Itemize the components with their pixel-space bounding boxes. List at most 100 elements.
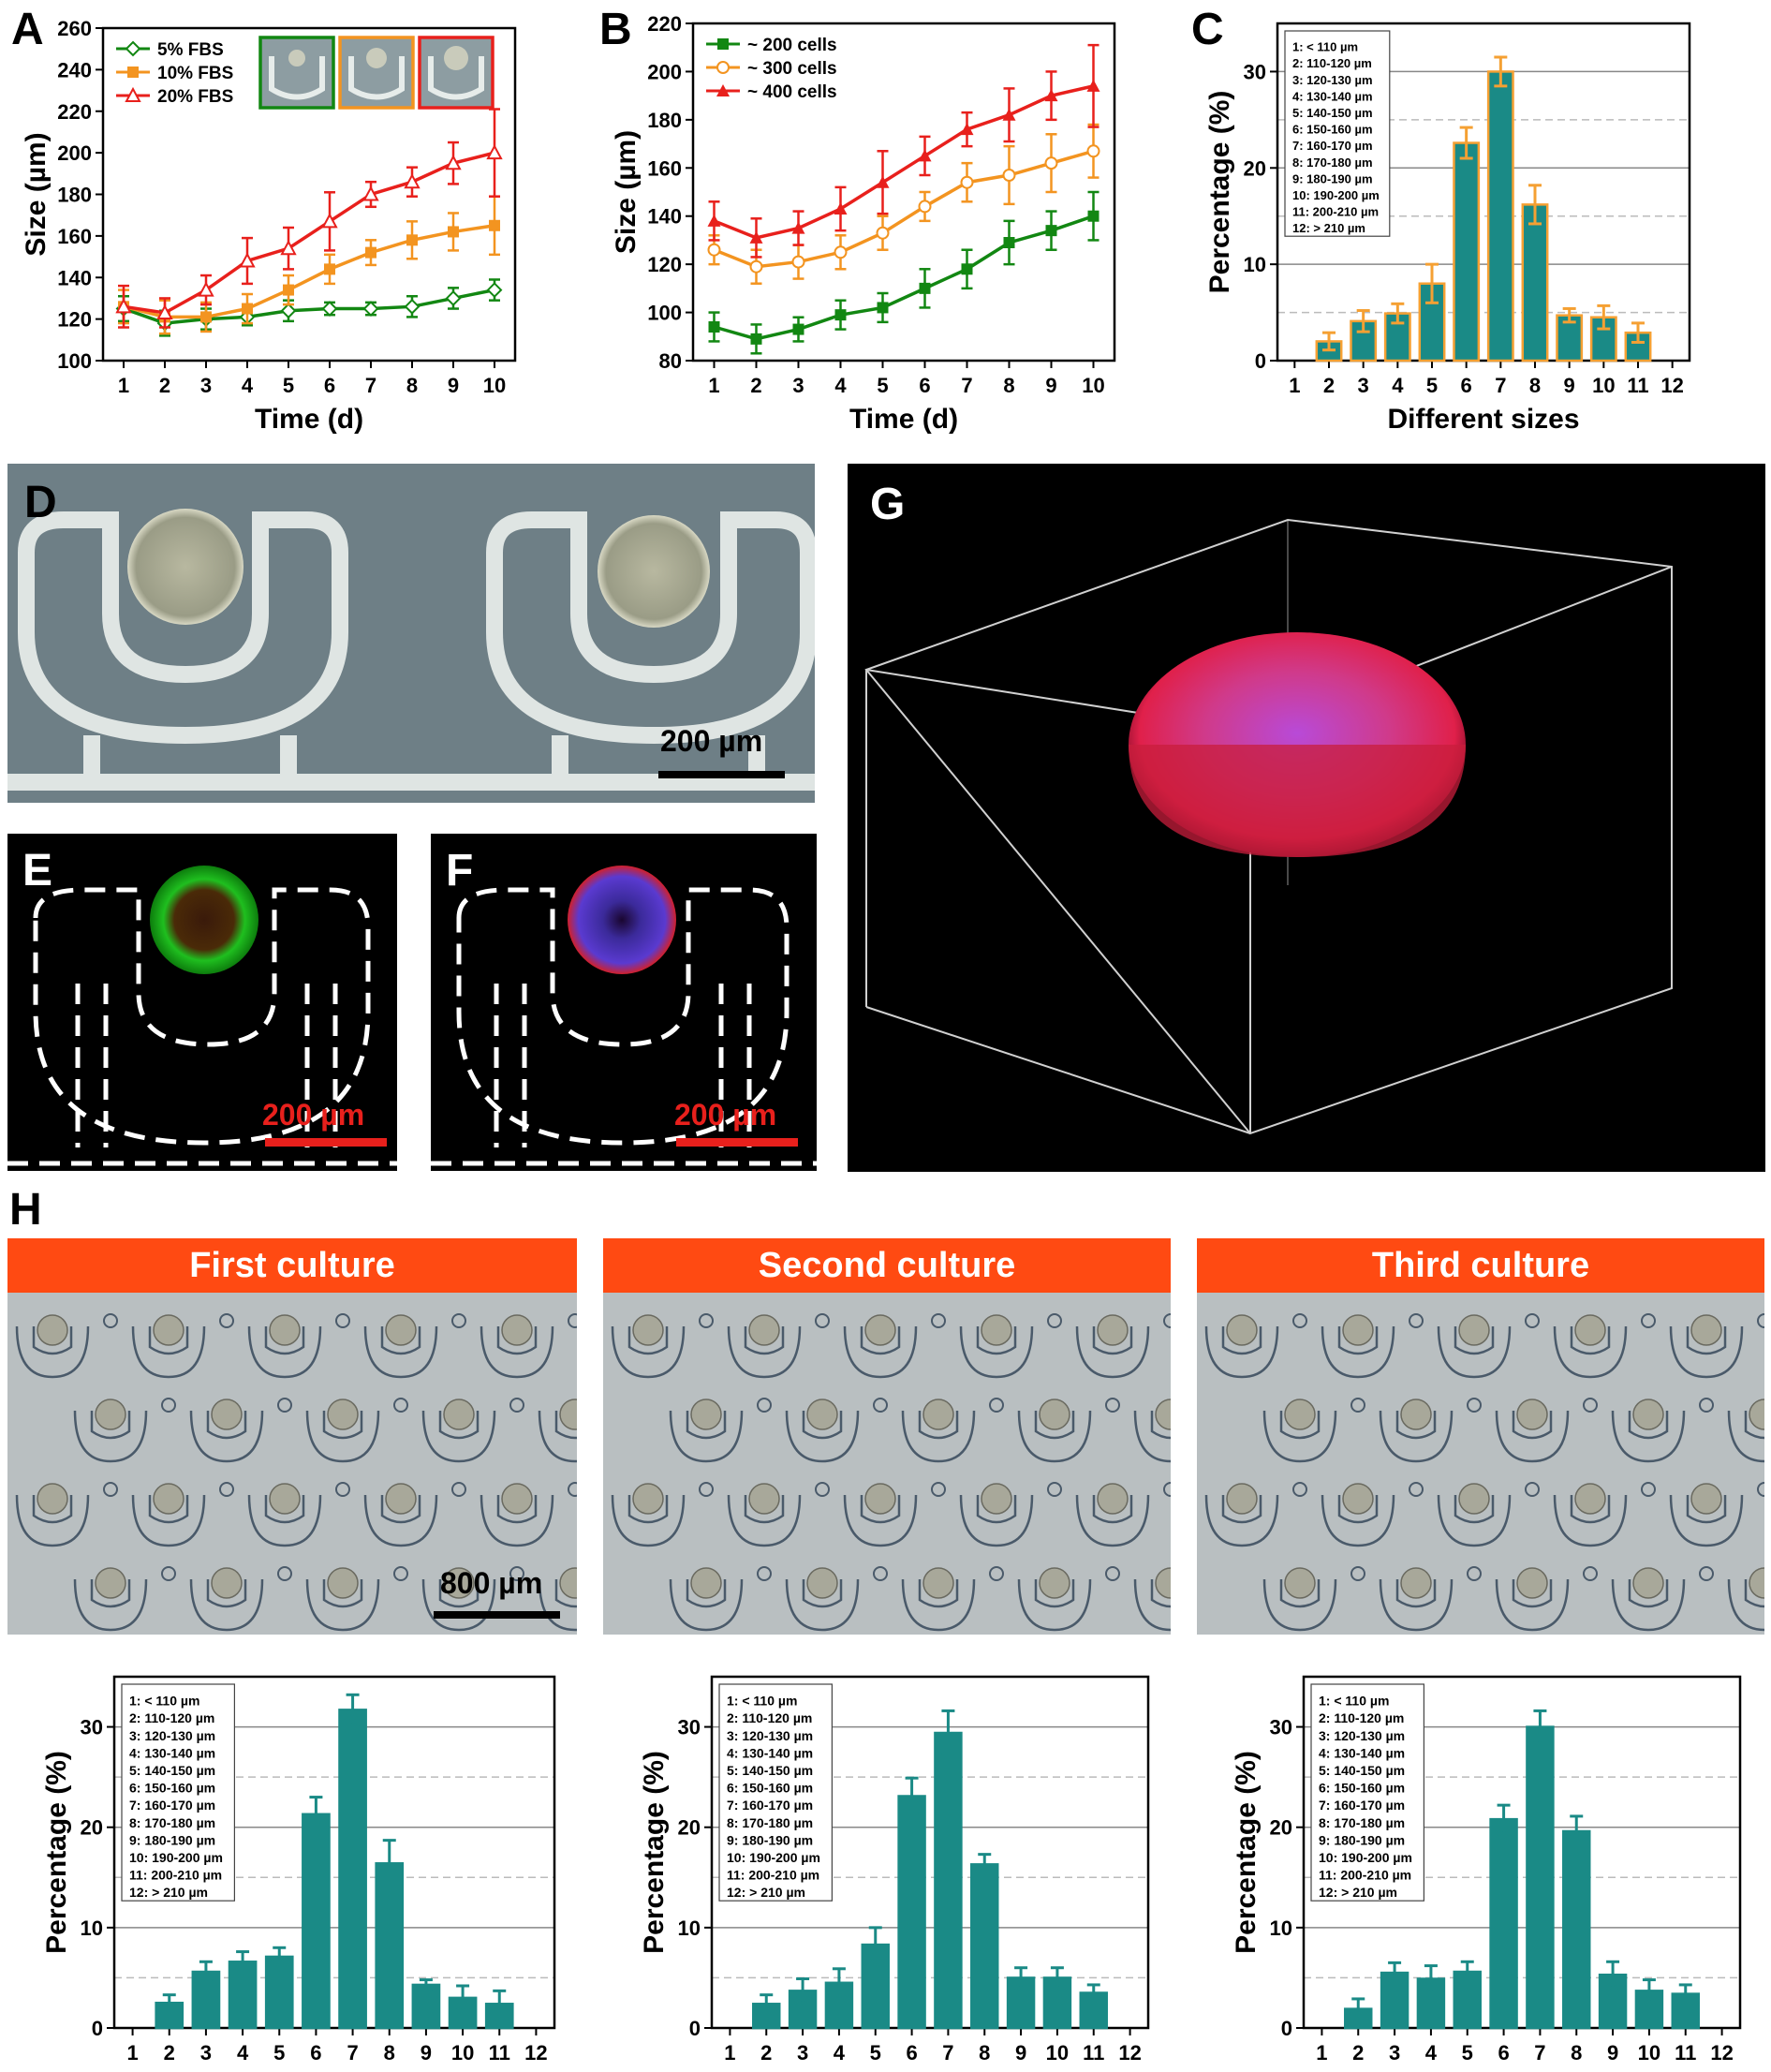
microwell-pillar xyxy=(509,1566,524,1581)
microwell-spheroid xyxy=(864,1314,896,1346)
microwell-pillar xyxy=(277,1398,292,1413)
fluorescence-image-f: 200 µm F xyxy=(431,834,817,1171)
x-tick-label: 1 xyxy=(708,374,719,397)
size-legend-entry: 1: < 110 µm xyxy=(1292,40,1358,54)
size-legend-entry: 8: 170-180 µm xyxy=(1319,1815,1405,1830)
size-legend-entry: 8: 170-180 µm xyxy=(129,1815,215,1830)
data-point xyxy=(877,302,889,314)
microwell-spheroid xyxy=(1632,1399,1664,1430)
size-legend-entry: 3: 120-130 µm xyxy=(1292,73,1373,87)
size-legend-entry: 6: 150-160 µm xyxy=(1319,1781,1405,1796)
x-tick-label: 8 xyxy=(406,374,418,397)
x-tick-label: 8 xyxy=(1529,374,1541,397)
panel-label-f: F xyxy=(446,846,474,895)
series-line xyxy=(713,149,1094,269)
microwell-spheroid xyxy=(211,1567,243,1599)
y-tick-label: 120 xyxy=(647,253,682,276)
microwell-trap xyxy=(73,1410,148,1463)
microwell-spheroid xyxy=(690,1567,722,1599)
x-tick-label: 9 xyxy=(1015,2041,1026,2065)
y-tick-label: 180 xyxy=(57,184,92,207)
microwell-trap xyxy=(1133,1578,1171,1632)
microwell-pillar xyxy=(1163,1313,1171,1328)
microwell-trap xyxy=(1262,1410,1337,1463)
microwell-spheroid xyxy=(443,1567,475,1599)
x-tick-label: 2 xyxy=(1323,374,1335,397)
microwell-spheroid xyxy=(1690,1483,1722,1515)
x-tick-label: 4 xyxy=(834,2041,846,2065)
size-legend-entry: 10: 190-200 µm xyxy=(1319,1850,1412,1865)
x-axis-label: Different sizes xyxy=(1387,404,1579,435)
plot-frame xyxy=(710,1675,1150,2030)
y-tick-label: 160 xyxy=(57,225,92,248)
microwell-trap xyxy=(1262,1578,1337,1632)
microwell-trap xyxy=(305,1578,380,1632)
panel-label-e: E xyxy=(22,846,53,895)
microwell-trap xyxy=(785,1410,860,1463)
microwell-trap xyxy=(959,1494,1034,1547)
y-axis-label: Percentage (%) xyxy=(1204,91,1235,294)
series-line xyxy=(714,215,1095,341)
y-tick-label: 140 xyxy=(647,205,682,229)
data-point xyxy=(834,202,848,215)
culture-header-third: Third culture xyxy=(1197,1238,1764,1293)
data-point xyxy=(749,259,763,274)
data-point xyxy=(960,175,974,189)
legend-label: 20% FBS xyxy=(157,87,233,107)
trap-outline-f xyxy=(431,866,817,1166)
x-tick-label: 2 xyxy=(159,374,170,397)
data-point xyxy=(708,321,720,333)
data-point xyxy=(1045,225,1057,237)
panel-label-c: C xyxy=(1191,5,1224,54)
microwell-trap xyxy=(727,1325,802,1379)
data-point xyxy=(115,298,132,314)
x-tick-label: 8 xyxy=(1003,374,1014,397)
data-point xyxy=(156,303,173,319)
y-tick-label: 10 xyxy=(1244,253,1266,276)
microwell-pillar xyxy=(1047,1313,1062,1328)
microwell-pillar xyxy=(1525,1482,1540,1497)
y-tick-label: 10 xyxy=(81,1917,103,1940)
microwell-spheroid xyxy=(95,1399,126,1430)
y-tick-label: 160 xyxy=(647,156,682,180)
microwell-trap xyxy=(1204,1494,1279,1547)
y-tick-label: 0 xyxy=(1255,349,1266,373)
y-tick-label: 30 xyxy=(1270,1716,1292,1739)
y-axis-label: Percentage (%) xyxy=(639,1751,670,1954)
data-point xyxy=(489,219,500,231)
microwell-trap xyxy=(1379,1410,1454,1463)
microwell-spheroid xyxy=(1284,1567,1316,1599)
microwell-pillar xyxy=(815,1482,830,1497)
size-legend-entry: 7: 160-170 µm xyxy=(727,1798,813,1813)
data-point xyxy=(406,234,418,246)
microwell-spheroid xyxy=(1226,1483,1258,1515)
x-tick-label: 5 xyxy=(1426,374,1438,397)
x-tick-label: 9 xyxy=(421,2041,432,2065)
data-point xyxy=(707,214,721,227)
size-legend-entry: 9: 180-190 µm xyxy=(1292,171,1373,185)
microwell-trap xyxy=(189,1410,264,1463)
size-legend-entry: 11: 200-210 µm xyxy=(727,1868,819,1883)
microwell-spheroid xyxy=(1284,1399,1316,1430)
data-point xyxy=(486,282,503,298)
data-point xyxy=(1044,89,1058,102)
microwell-spheroid xyxy=(1342,1314,1374,1346)
x-tick-label: 9 xyxy=(1564,374,1575,397)
data-point xyxy=(918,149,932,162)
microwell-spheroid xyxy=(922,1567,954,1599)
x-tick-label: 11 xyxy=(1675,2041,1696,2065)
microwell-spheroid xyxy=(981,1314,1012,1346)
data-point xyxy=(324,263,335,275)
y-tick-label: 20 xyxy=(678,1816,701,1840)
x-tick-label: 7 xyxy=(1495,374,1506,397)
data-point xyxy=(750,333,762,345)
size-legend-entry: 12: > 210 µm xyxy=(1319,1885,1397,1900)
inset-trap xyxy=(428,56,484,100)
scale-label-e: 200 µm xyxy=(262,1098,365,1132)
data-point xyxy=(960,123,974,136)
y-tick-label: 0 xyxy=(1281,2017,1292,2040)
size-legend-entry: 2: 110-120 µm xyxy=(1319,1710,1404,1725)
bar xyxy=(897,1795,926,2030)
x-tick-label: 10 xyxy=(1592,374,1615,397)
